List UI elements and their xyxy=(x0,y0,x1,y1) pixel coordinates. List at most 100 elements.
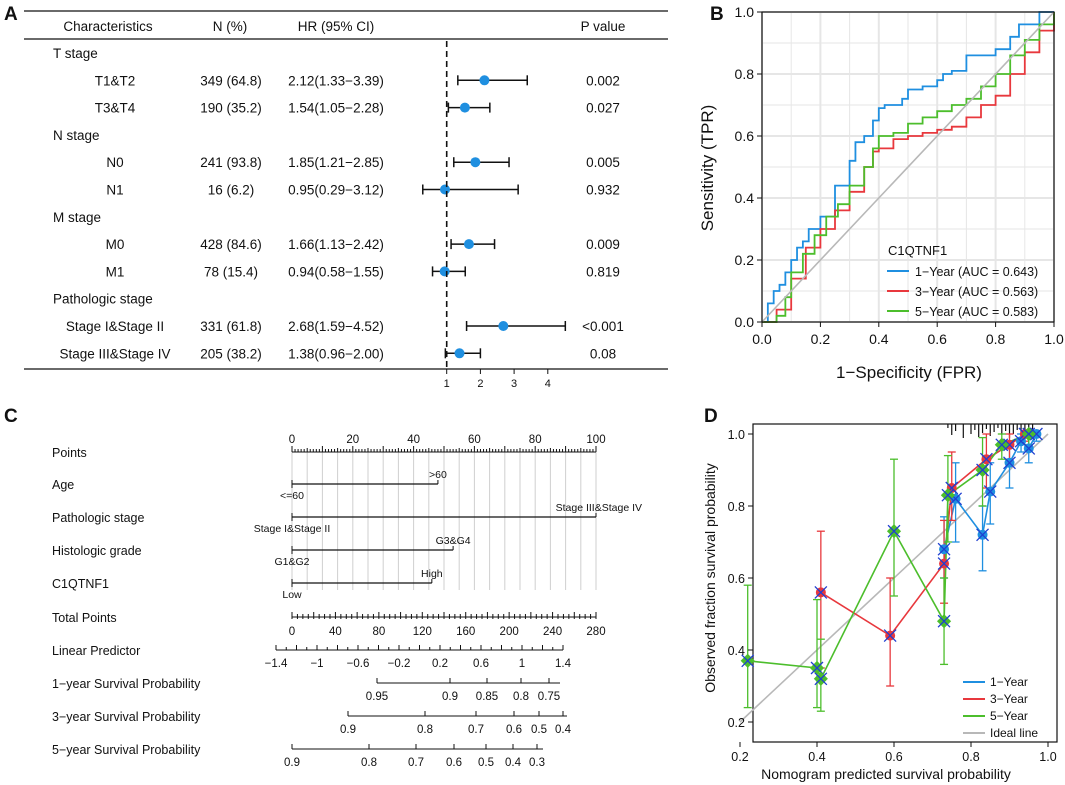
calibration-cross-marker xyxy=(937,614,951,628)
roc-x-tick-label: 0.0 xyxy=(752,331,772,347)
nomogram-total-tick-label: 0 xyxy=(289,626,295,638)
calibration-plot: Observed fraction survival probability N… xyxy=(702,423,1058,782)
calibration-cross-marker xyxy=(937,557,951,571)
forest-row-n: 241 (93.8) xyxy=(200,155,262,170)
calibration-cross-marker xyxy=(976,528,990,542)
nomogram-level-lo: Stage I&Stage II xyxy=(254,523,330,535)
forest-row-n: 16 (6.2) xyxy=(208,183,255,198)
forest-header-hr: HR (95% CI) xyxy=(298,19,375,34)
forest-row-label: M0 xyxy=(106,237,125,252)
nomogram-lp-tick-label: −1 xyxy=(310,658,323,670)
forest-group-label: T stage xyxy=(53,46,98,61)
forest-hr-point xyxy=(440,184,451,195)
panel-label-c: C xyxy=(4,406,18,427)
nomogram-lp-tick-label: 1.4 xyxy=(555,658,572,670)
forest-row-label: T3&T4 xyxy=(95,101,136,116)
roc-curve-5-year xyxy=(762,12,1055,323)
nomogram-points-tick-label: 20 xyxy=(346,434,359,446)
nomogram-tick-label-survival-1-year: 0.95 xyxy=(366,691,388,703)
nomogram-level-hi: High xyxy=(421,568,443,580)
forest-row-hr: 0.95(0.29−3.12) xyxy=(288,183,384,198)
nomogram-tick-label-survival-3-year: 0.8 xyxy=(417,724,433,736)
forest-row-n: 349 (64.8) xyxy=(200,73,262,88)
calibration-cross-marker xyxy=(995,438,1009,452)
roc-x-tick-label: 0.4 xyxy=(869,331,889,347)
calibration-cross-marker xyxy=(941,488,955,502)
calibration-cross-marker xyxy=(883,629,897,643)
panel-label-b: B xyxy=(710,4,724,25)
forest-hr-point xyxy=(454,348,465,359)
forest-axis-tick-label: 2 xyxy=(477,378,483,390)
roc-curves xyxy=(761,11,1055,323)
calibration-cross-marker xyxy=(1003,456,1016,470)
forest-row-n: 190 (35.2) xyxy=(200,101,262,116)
calibration-cross-marker xyxy=(1022,441,1036,455)
calibration-cross-marker xyxy=(741,654,755,668)
calibration-cross-marker xyxy=(983,485,997,499)
nomogram-level-hi: >60 xyxy=(429,469,447,481)
roc-axes: 0.00.0 0.2 0.2 0.4 0.4 0.6 0.6 0.8 0.8 1.0 1.0 xyxy=(735,4,1064,347)
calibration-cross-marker xyxy=(976,463,990,477)
forest-row-p: 0.932 xyxy=(586,183,620,198)
cal-legend-5: 5−Year xyxy=(990,709,1028,723)
nomogram-label-histologic-grade: Histologic grade xyxy=(52,544,142,558)
forest-header-p: P value xyxy=(581,19,626,34)
nomogram-points-tick-label: 60 xyxy=(468,434,481,446)
forest-hr-point xyxy=(498,321,509,331)
roc-xlabel: 1−Specificity (FPR) xyxy=(836,363,982,382)
calibration-x-tick-label: 1.0 xyxy=(1039,750,1056,764)
forest-hr-point xyxy=(439,266,450,277)
nomogram-points-tick-label: 40 xyxy=(407,434,420,446)
roc-y-tick-label: 0.8 xyxy=(735,66,755,82)
calibration-y-tick-label: 0.6 xyxy=(728,572,745,586)
forest-row-label: N0 xyxy=(106,155,123,170)
nomogram-tick-label-survival-1-year: 0.75 xyxy=(538,691,560,703)
forest-axis-tick-label: 4 xyxy=(545,378,551,390)
nomogram-points-tick-label: 80 xyxy=(529,434,542,446)
nomogram-tick-label-survival-3-year: 0.9 xyxy=(340,724,356,736)
nomogram-total-tick-label: 280 xyxy=(586,626,605,638)
nomogram-label-survival-3-year: 3−year Survival Probability xyxy=(52,710,201,724)
roc-plot: Sensitivity (TPR) 1−Specificity (FPR) 0.… xyxy=(698,4,1064,382)
forest-row-label: M1 xyxy=(106,264,125,279)
forest-hr-point xyxy=(470,157,481,168)
calibration-frame xyxy=(752,423,1058,743)
cal-legend-3: 3−Year xyxy=(990,692,1028,706)
roc-x-tick-label: 0.8 xyxy=(986,331,1006,347)
nomogram-tick-label-survival-5-year: 0.5 xyxy=(478,757,494,769)
forest-row-hr: 2.68(1.59−4.52) xyxy=(288,319,384,334)
nomogram-total-tick-label: 80 xyxy=(372,626,385,638)
forest-row-hr: 1.85(1.21−2.85) xyxy=(288,155,384,170)
calibration-cross-marker xyxy=(887,524,901,538)
forest-row-label: N1 xyxy=(106,183,123,198)
nomogram-tick-label-survival-3-year: 0.5 xyxy=(531,724,547,736)
forest-hr-point xyxy=(459,102,470,113)
nomogram-tick-label-survival-3-year: 0.7 xyxy=(468,724,484,736)
calibration-legend: 1−Year 3−Year 5−Year Ideal line xyxy=(963,675,1038,740)
nomogram-total-tick-label: 120 xyxy=(413,626,432,638)
cal-legend-ideal: Ideal line xyxy=(990,726,1038,740)
roc-x-tick-label: 0.6 xyxy=(927,331,947,347)
nomogram-total-tick-label: 160 xyxy=(456,626,475,638)
nomogram-lp-tick-label: 1 xyxy=(519,658,525,670)
forest-header-n: N (%) xyxy=(213,19,248,34)
nomogram-label-age: Age xyxy=(52,478,74,492)
nomogram-label-linear-predictor: Linear Predictor xyxy=(52,644,140,658)
roc-y-tick-label: 0.0 xyxy=(735,314,755,330)
nomogram-level-lo: Low xyxy=(282,589,302,601)
forest-row-hr: 1.38(0.96−2.00) xyxy=(288,346,384,361)
roc-x-tick-label: 0.2 xyxy=(811,331,831,347)
calibration-y-tick-label: 0.2 xyxy=(728,716,745,730)
calibration-y-tick-label: 0.8 xyxy=(728,500,745,514)
roc-reference-diagonal xyxy=(761,11,1055,323)
nomogram-tick-label-survival-5-year: 0.7 xyxy=(408,757,424,769)
forest-row-label: Stage III&Stage IV xyxy=(59,346,170,361)
nomogram-label-survival-5-year: 5−year Survival Probability xyxy=(52,743,201,757)
calibration-cross-marker xyxy=(814,672,828,686)
forest-row-p: 0.005 xyxy=(586,155,620,170)
nomogram-tick-label-survival-3-year: 0.6 xyxy=(506,724,522,736)
nomogram-lp-tick-label: −0.2 xyxy=(388,658,411,670)
nomogram-points-tick-label: 100 xyxy=(586,434,605,446)
